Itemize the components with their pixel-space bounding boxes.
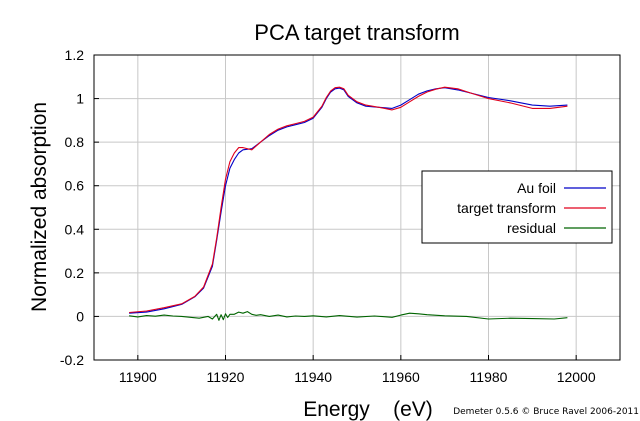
chart-title: PCA target transform (254, 20, 459, 45)
legend: Au foil target transform residual (421, 170, 613, 244)
legend-label: Au foil (517, 180, 556, 196)
y-tick-label: 1.2 (65, 47, 85, 63)
x-axis-title: Energy (eV) (303, 398, 433, 421)
legend-label: residual (507, 220, 556, 236)
x-tick-label: 11900 (119, 369, 157, 385)
axes: 11900 11920 11940 11960 11980 12000 -0.2 0 0.2 0.… (60, 47, 621, 385)
series-line-target-transform (129, 86, 568, 314)
credit-text: Demeter 0.5.6 © Bruce Ravel 2006-2011 (453, 407, 639, 417)
y-tick-label: 0.2 (65, 265, 85, 281)
legend-box (421, 170, 613, 244)
legend-label: target transform (457, 200, 556, 216)
y-tick-label: 1 (76, 91, 84, 107)
x-tick-label: 11940 (294, 369, 332, 385)
y-axis-title: Normalized absorption (28, 102, 51, 312)
series-line-residual (129, 311, 568, 321)
y-tick-label: -0.2 (60, 352, 84, 368)
x-tick-label: 11980 (470, 369, 508, 385)
plot-frame (93, 54, 621, 361)
y-tick-label: 0.8 (65, 134, 85, 150)
x-tick-label: 12000 (557, 369, 596, 385)
x-tick-label: 11920 (207, 369, 245, 385)
x-tick-label: 11960 (382, 369, 420, 385)
series-lines (129, 86, 568, 321)
y-tick-label: 0.4 (65, 221, 85, 237)
y-tick-label: 0 (76, 308, 84, 324)
y-tick-label: 0.6 (65, 178, 85, 194)
